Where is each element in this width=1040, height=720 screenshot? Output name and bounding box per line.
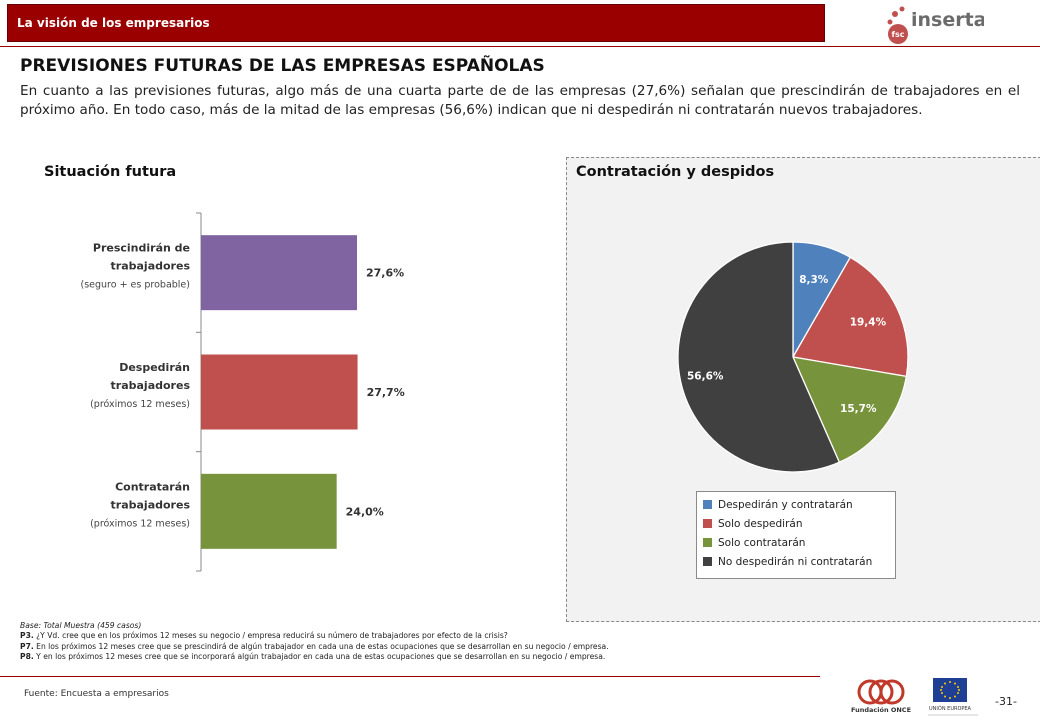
notes-block: Base: Total Muestra (459 casos) P3. ¿Y V…: [20, 621, 720, 663]
legend-label: Despedirán y contratarán: [718, 498, 853, 511]
fundacion-once-logo: Fundación ONCE: [851, 679, 911, 714]
legend-item: Solo despedirán: [703, 514, 895, 533]
legend-swatch: [703, 519, 712, 528]
page-title: PREVISIONES FUTURAS DE LAS EMPRESAS ESPA…: [20, 56, 545, 76]
page-number: -31-: [995, 695, 1017, 708]
notes-item: P7. En los próximos 12 meses cree que se…: [20, 641, 609, 651]
bar-value-label: 27,7%: [367, 386, 405, 399]
source-note: Fuente: Encuesta a empresarios: [24, 689, 169, 699]
legend-swatch: [703, 538, 712, 547]
legend-swatch: [703, 500, 712, 509]
eu-logo-text: UNIÓN EUROPEA: [929, 705, 972, 712]
bar: [201, 354, 358, 430]
bar-section-title: Situación futura: [44, 164, 177, 180]
notes-item: P8. Y en los próximos 12 meses cree que …: [20, 652, 606, 662]
legend-item: No despedirán ni contratarán: [703, 552, 895, 571]
section-header-bar: La visión de los empresarios: [7, 4, 825, 42]
legend-label: Solo despedirán: [718, 517, 803, 530]
logo-text: inserta: [911, 9, 984, 31]
pie-section-title: Contratación y despidos: [576, 164, 775, 180]
bar-category-sublabel: (seguro + es probable): [81, 280, 191, 291]
pie-slice: [791, 256, 909, 378]
bar-category-label: trabajadores: [111, 260, 191, 273]
eu-logo: UNIÓN EUROPEA: [928, 678, 978, 716]
bar: [201, 235, 357, 311]
pie-slice: [791, 356, 908, 464]
pie-legend: Despedirán y contratarán Solo despedirán S…: [696, 491, 896, 579]
pie-value-label: 19,4%: [850, 317, 887, 329]
bar: [201, 473, 337, 549]
bar-category-sublabel: (próximos 12 meses): [90, 518, 190, 529]
pie-value-label: 15,7%: [840, 403, 877, 415]
legend-label: No despedirán ni contratarán: [718, 555, 873, 568]
bar-category-sublabel: (próximos 12 meses): [90, 399, 190, 410]
bar-category-label: Despedirán: [119, 361, 190, 374]
pie-chart: 8,3% 19,4% 15,7% 56,6%: [677, 241, 909, 473]
intro-paragraph: En cuanto a las previsiones futuras, alg…: [20, 83, 1020, 118]
notes-item: P3. ¿Y Vd. cree que en los próximos 12 m…: [20, 631, 508, 641]
footer-divider: [0, 676, 820, 677]
pie-value-label: 8,3%: [799, 274, 829, 286]
once-logo-text: Fundación ONCE: [851, 706, 911, 714]
bar-chart: 27,6% Prescindirán de trabajadores (seguro …: [81, 212, 405, 572]
pie-slice: [677, 241, 841, 473]
bar-category-label: trabajadores: [111, 498, 191, 511]
bar-value-label: 24,0%: [346, 505, 384, 518]
legend-item: Solo contratarán: [703, 533, 895, 552]
pie-value-label: 56,6%: [687, 370, 724, 382]
bar-category-label: Prescindirán de: [93, 242, 190, 255]
bar-category-label: trabajadores: [111, 379, 191, 392]
logo-sub-text: fsc: [892, 30, 905, 39]
header-divider: [0, 46, 1040, 47]
bar-value-label: 27,6%: [366, 267, 404, 280]
legend-swatch: [703, 557, 712, 566]
section-header-title: La visión de los empresarios: [17, 16, 210, 30]
inserta-logo: fsc inserta: [887, 6, 984, 44]
legend-item: Despedirán y contratarán: [703, 495, 895, 514]
legend-label: Solo contratarán: [718, 536, 806, 549]
bar-category-label: Contratarán: [115, 480, 190, 493]
notes-base: Base: Total Muestra (459 casos): [20, 621, 142, 630]
